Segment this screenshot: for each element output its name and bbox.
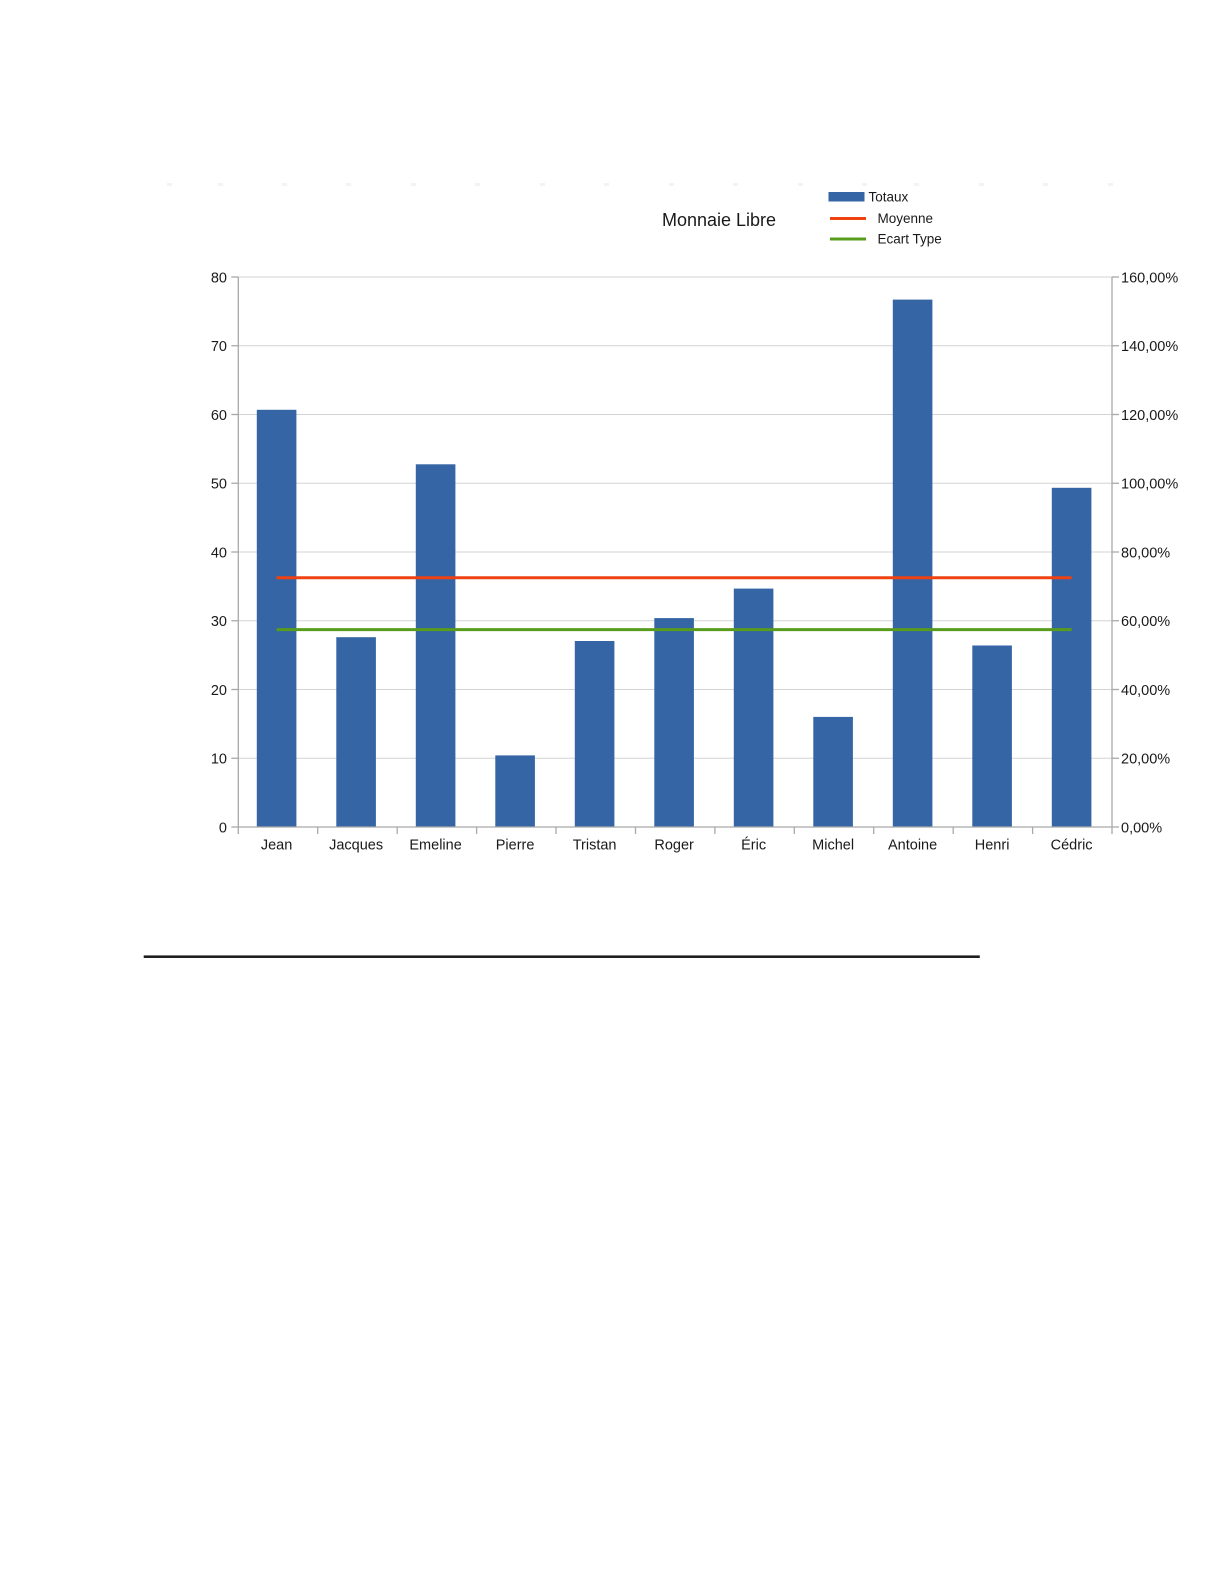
svg-text:50: 50 [211, 477, 227, 493]
svg-text:10: 10 [211, 752, 227, 768]
svg-text:Monnaie Libre: Monnaie Libre [662, 210, 776, 230]
svg-text:30: 30 [211, 614, 227, 630]
svg-text:0,00%: 0,00% [1121, 820, 1162, 836]
svg-text:120,00%: 120,00% [1121, 408, 1178, 424]
svg-text:60: 60 [211, 408, 227, 424]
svg-text:Ecart Type: Ecart Type [878, 232, 942, 247]
svg-text:80: 80 [211, 270, 227, 286]
svg-text:20,00%: 20,00% [1121, 752, 1170, 768]
svg-text:40: 40 [211, 545, 227, 561]
svg-text:160,00%: 160,00% [1121, 270, 1178, 286]
svg-text:Moyenne: Moyenne [878, 211, 934, 226]
svg-text:Pierre: Pierre [496, 838, 535, 854]
svg-text:80,00%: 80,00% [1121, 545, 1170, 561]
svg-text:40,00%: 40,00% [1121, 683, 1170, 699]
svg-text:Cédric: Cédric [1051, 838, 1093, 854]
svg-text:Éric: Éric [741, 837, 766, 854]
svg-text:Jean: Jean [261, 838, 292, 854]
svg-text:60,00%: 60,00% [1121, 614, 1170, 630]
svg-text:0: 0 [219, 820, 227, 836]
svg-text:Roger: Roger [654, 838, 694, 854]
svg-text:Totaux: Totaux [869, 190, 909, 205]
svg-text:70: 70 [211, 339, 227, 355]
svg-text:100,00%: 100,00% [1121, 477, 1178, 493]
svg-text:Jacques: Jacques [329, 838, 383, 854]
svg-text:Antoine: Antoine [888, 838, 937, 854]
svg-text:20: 20 [211, 683, 227, 699]
svg-text:Henri: Henri [975, 838, 1010, 854]
svg-text:Tristan: Tristan [573, 838, 617, 854]
svg-text:Michel: Michel [812, 838, 854, 854]
svg-text:140,00%: 140,00% [1121, 339, 1178, 355]
svg-text:Emeline: Emeline [409, 838, 461, 854]
